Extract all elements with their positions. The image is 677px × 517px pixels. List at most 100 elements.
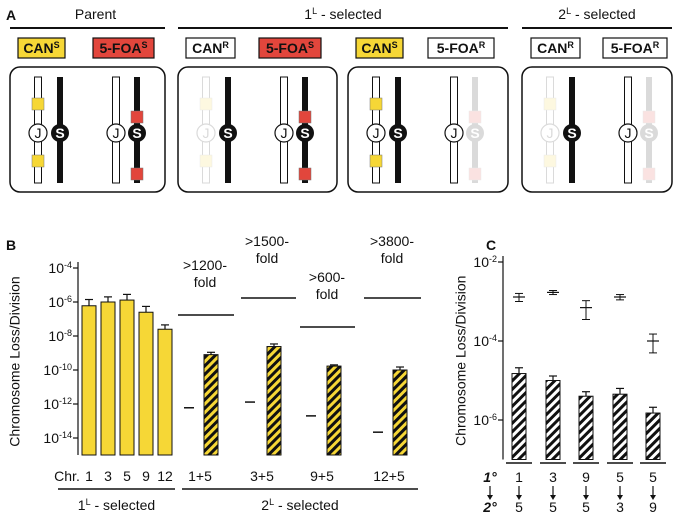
group-title-part: - selected bbox=[571, 6, 636, 22]
marker-label: CANR bbox=[537, 40, 574, 56]
group-label-part: 2 bbox=[261, 497, 269, 513]
centromere-j bbox=[366, 123, 386, 143]
y-tick-label-part: 10 bbox=[43, 396, 59, 412]
fold-annotation: >600- bbox=[309, 269, 346, 285]
x-tick-label: 9+5 bbox=[310, 468, 334, 484]
centromere-label: S bbox=[567, 125, 576, 141]
fold-annotation: fold bbox=[316, 286, 339, 302]
arrow-head bbox=[516, 495, 522, 500]
y-axis-label: Chromosome Loss/Division bbox=[7, 276, 23, 446]
x-tick-label: 3+5 bbox=[250, 468, 274, 484]
error-bar bbox=[142, 305, 150, 313]
y-tick-label-part: 10 bbox=[473, 412, 489, 428]
ura3-marker bbox=[642, 167, 656, 181]
group-label-part: 1 bbox=[78, 497, 86, 513]
chromosome-j: J bbox=[540, 76, 560, 184]
ura3-marker bbox=[298, 167, 312, 181]
centromere-label: J bbox=[625, 125, 632, 141]
y-tick-label: 10-4 bbox=[473, 333, 497, 349]
marker-label-sup: S bbox=[392, 40, 398, 50]
chromosome-s: S bbox=[219, 77, 237, 183]
centromere-label: S bbox=[55, 125, 64, 141]
marker-label-sup: S bbox=[308, 40, 314, 50]
chromosome-s: S bbox=[563, 77, 581, 183]
marker-label: 5-FOAS bbox=[99, 40, 147, 56]
centromere-s bbox=[466, 124, 484, 142]
chromosome-arm bbox=[546, 76, 554, 184]
marker-label-box bbox=[258, 37, 322, 59]
error-bar bbox=[104, 296, 112, 302]
error-bar bbox=[85, 298, 93, 306]
error-bar bbox=[649, 406, 657, 414]
fold-annotation: >1200- bbox=[183, 257, 227, 273]
x-tick-label: 5 bbox=[123, 468, 131, 484]
marker-label: 5-FOAS bbox=[266, 40, 314, 56]
marker-label-sup: S bbox=[141, 40, 147, 50]
marker-label-part: CAN bbox=[537, 40, 567, 56]
primary-label: 9 bbox=[582, 469, 590, 485]
centromere-s bbox=[563, 124, 581, 142]
x-tick-label: 12 bbox=[157, 468, 173, 484]
bar bbox=[326, 365, 342, 456]
group-label-sup: L bbox=[269, 497, 274, 507]
marker-label-part: CAN bbox=[361, 40, 391, 56]
centromere-label: J bbox=[281, 125, 288, 141]
error-bar bbox=[161, 324, 169, 330]
strain-box bbox=[347, 66, 509, 193]
group-label-part: - selected bbox=[274, 497, 339, 513]
group-title-sup: L bbox=[312, 6, 317, 16]
chromosome-arm bbox=[646, 77, 652, 183]
bar bbox=[157, 328, 173, 456]
centromere-s bbox=[128, 124, 146, 142]
centromere-label: S bbox=[223, 125, 232, 141]
centromere-label: J bbox=[451, 125, 458, 141]
error-bar bbox=[123, 293, 131, 301]
group-title: 2L - selected bbox=[558, 6, 635, 22]
marker-label-part: CAN bbox=[23, 40, 53, 56]
group-title-part: - selected bbox=[317, 6, 382, 22]
bar bbox=[138, 311, 154, 456]
y-tick-label-part: 10 bbox=[48, 294, 64, 310]
group-label-sup: L bbox=[86, 497, 91, 507]
centromere-label: S bbox=[132, 125, 141, 141]
fold-annotation: fold bbox=[256, 250, 279, 266]
marker-label-sup: S bbox=[54, 40, 60, 50]
centromere-j bbox=[618, 123, 638, 143]
panel-letter: B bbox=[6, 237, 16, 253]
y-tick-label-sup: -12 bbox=[59, 396, 72, 406]
group-label: 1L - selected bbox=[78, 497, 155, 513]
group-title-part: Parent bbox=[75, 6, 116, 22]
can1-marker bbox=[31, 154, 45, 168]
error-bar bbox=[549, 375, 557, 381]
chromosome-s: S bbox=[296, 77, 314, 183]
row-label: 2° bbox=[482, 499, 497, 515]
secondary-label: 3 bbox=[616, 499, 624, 515]
marker-label-box bbox=[427, 37, 495, 59]
bar bbox=[578, 395, 594, 460]
x-tick-label: 1 bbox=[85, 468, 93, 484]
y-tick-label-part: 10 bbox=[473, 254, 489, 270]
marker-label-part: 5-FOA bbox=[99, 40, 141, 56]
fold-annotation: fold bbox=[381, 250, 404, 266]
centromere-s bbox=[389, 124, 407, 142]
y-axis-label: Chromosome Loss/Division bbox=[453, 276, 469, 446]
fold-annotation: fold bbox=[194, 274, 217, 290]
centromere-j bbox=[196, 123, 216, 143]
panel-letter: A bbox=[6, 7, 16, 23]
marker-label-sup: R bbox=[567, 40, 574, 50]
panel-letter: C bbox=[486, 237, 496, 253]
marker-label-sup: R bbox=[653, 40, 660, 50]
marker-label-box bbox=[185, 37, 236, 59]
group-title-part: 1 bbox=[304, 6, 312, 22]
strain-box bbox=[521, 66, 673, 193]
error-bar bbox=[207, 351, 215, 355]
y-tick-label-sup: -6 bbox=[489, 412, 497, 422]
strain-box bbox=[9, 66, 166, 193]
marker-label: 5-FOAR bbox=[437, 40, 486, 56]
chromosome-j: J bbox=[274, 76, 294, 184]
arrow-head bbox=[650, 495, 656, 500]
error-bar bbox=[515, 367, 523, 374]
y-tick-label-part: 10 bbox=[43, 362, 59, 378]
secondary-label: 9 bbox=[649, 499, 657, 515]
